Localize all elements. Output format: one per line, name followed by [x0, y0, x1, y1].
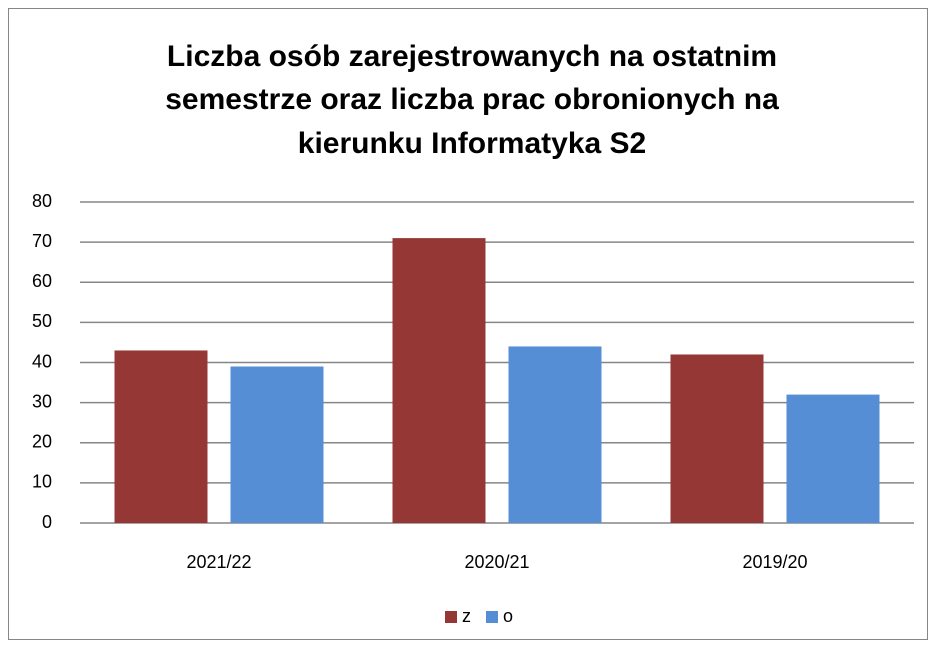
- bar: [114, 350, 208, 523]
- y-tick-label: 60: [32, 271, 52, 291]
- y-tick-label: 50: [32, 311, 52, 331]
- y-tick-label: 0: [42, 512, 52, 532]
- bar: [392, 238, 486, 524]
- bar: [230, 366, 324, 523]
- bar: [670, 354, 764, 523]
- legend-swatch: [445, 611, 457, 623]
- x-tick-label: 2019/20: [742, 552, 807, 572]
- chart-title: kierunku Informatyka S2: [298, 127, 646, 160]
- bar: [508, 346, 602, 523]
- y-tick-label: 70: [32, 231, 52, 251]
- chart-title: semestrze oraz liczba prac obronionych n…: [165, 83, 779, 116]
- x-tick-label: 2021/22: [186, 552, 251, 572]
- x-tick-label: 2020/21: [464, 552, 529, 572]
- legend-swatch: [486, 611, 498, 623]
- y-tick-label: 10: [32, 472, 52, 492]
- y-tick-label: 40: [32, 351, 52, 371]
- y-tick-label: 80: [32, 191, 52, 211]
- y-tick-label: 30: [32, 391, 52, 411]
- legend-label: o: [503, 606, 513, 626]
- y-tick-label: 20: [32, 432, 52, 452]
- bar: [786, 394, 880, 523]
- legend-label: z: [462, 606, 471, 626]
- chart-title: Liczba osób zarejestrowanych na ostatnim: [167, 40, 777, 73]
